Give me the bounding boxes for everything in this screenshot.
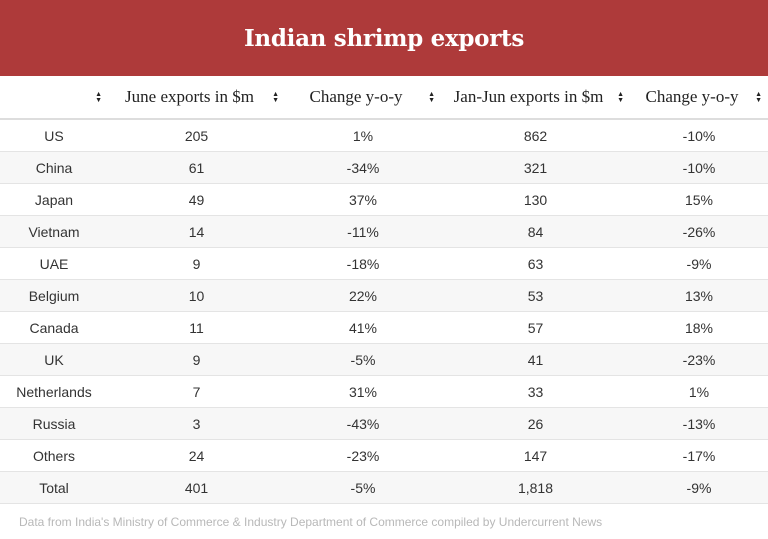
sort-arrows-icon[interactable]: ▲ ▼ [428, 90, 435, 104]
value-cell: 10 [108, 279, 285, 312]
header-row: ▲ ▼ June exports in $m ▲ ▼ Change y-o-y ▲ ▼ Jan-… [0, 76, 768, 120]
value-cell: 26 [441, 407, 630, 440]
column-header-label: June exports in $m [125, 87, 254, 106]
value-cell: -18% [285, 247, 441, 280]
value-cell: 22% [285, 279, 441, 312]
value-cell: -43% [285, 407, 441, 440]
value-cell: -9% [630, 247, 768, 280]
value-cell: -26% [630, 215, 768, 248]
country-cell: Canada [0, 311, 108, 344]
country-cell: Vietnam [0, 215, 108, 248]
value-cell: 49 [108, 183, 285, 216]
page-title: Indian shrimp exports [243, 24, 525, 52]
value-cell: -23% [630, 343, 768, 376]
value-cell: -5% [285, 343, 441, 376]
value-cell: 24 [108, 439, 285, 472]
value-cell: 57 [441, 311, 630, 344]
value-cell: 14 [108, 215, 285, 248]
column-header-label: Change y-o-y [645, 87, 739, 106]
table-row: Total 401 -5% 1,818 -9% [0, 471, 768, 504]
value-cell: 18% [630, 311, 768, 344]
value-cell: -5% [285, 471, 441, 504]
country-cell: Japan [0, 183, 108, 216]
table-row: Canada 11 41% 57 18% [0, 311, 768, 344]
value-cell: 13% [630, 279, 768, 312]
country-cell: Total [0, 471, 108, 504]
value-cell: 3 [108, 407, 285, 440]
value-cell: 84 [441, 215, 630, 248]
value-cell: 1% [285, 119, 441, 152]
table-row: China 61 -34% 321 -10% [0, 151, 768, 184]
value-cell: 37% [285, 183, 441, 216]
country-cell: UAE [0, 247, 108, 280]
country-cell: Belgium [0, 279, 108, 312]
column-header[interactable]: Change y-o-y ▲ ▼ [630, 76, 768, 120]
sort-arrows-icon[interactable]: ▲ ▼ [617, 90, 624, 104]
value-cell: -11% [285, 215, 441, 248]
value-cell: 9 [108, 247, 285, 280]
value-cell: 63 [441, 247, 630, 280]
sort-arrows-icon[interactable]: ▲ ▼ [95, 90, 102, 104]
country-cell: Others [0, 439, 108, 472]
table-row: UAE 9 -18% 63 -9% [0, 247, 768, 280]
value-cell: 61 [108, 151, 285, 184]
source-note: Data from India's Ministry of Commerce &… [19, 515, 603, 529]
value-cell: 321 [441, 151, 630, 184]
table-row: Belgium 10 22% 53 13% [0, 279, 768, 312]
table-row: Vietnam 14 -11% 84 -26% [0, 215, 768, 248]
table-row: US 205 1% 862 -10% [0, 119, 768, 152]
sort-arrows-icon[interactable]: ▲ ▼ [272, 90, 279, 104]
table-row: Netherlands 7 31% 33 1% [0, 375, 768, 408]
table-body: US 205 1% 862 -10% China 61 -34% 321 -10% Japan 49 3… [0, 119, 768, 504]
column-header[interactable]: ▲ ▼ [0, 76, 108, 120]
value-cell: -34% [285, 151, 441, 184]
title-bar: Indian shrimp exports [0, 0, 768, 76]
value-cell: -17% [630, 439, 768, 472]
value-cell: 1,818 [441, 471, 630, 504]
table-row: Others 24 -23% 147 -17% [0, 439, 768, 472]
value-cell: 130 [441, 183, 630, 216]
country-cell: Russia [0, 407, 108, 440]
column-header-label: Jan-Jun exports in $m [453, 87, 604, 106]
value-cell: -10% [630, 151, 768, 184]
value-cell: -23% [285, 439, 441, 472]
value-cell: 9 [108, 343, 285, 376]
value-cell: 401 [108, 471, 285, 504]
table-row: Russia 3 -43% 26 -13% [0, 407, 768, 440]
column-header[interactable]: Change y-o-y ▲ ▼ [285, 76, 441, 120]
value-cell: 11 [108, 311, 285, 344]
value-cell: 53 [441, 279, 630, 312]
country-cell: China [0, 151, 108, 184]
value-cell: 41 [441, 343, 630, 376]
column-header[interactable]: June exports in $m ▲ ▼ [108, 76, 285, 120]
value-cell: 15% [630, 183, 768, 216]
value-cell: -9% [630, 471, 768, 504]
table-row: Japan 49 37% 130 15% [0, 183, 768, 216]
country-cell: UK [0, 343, 108, 376]
column-header-label: Change y-o-y [309, 87, 403, 106]
value-cell: -13% [630, 407, 768, 440]
sort-arrows-icon[interactable]: ▲ ▼ [755, 90, 762, 104]
country-cell: US [0, 119, 108, 152]
table-row: UK 9 -5% 41 -23% [0, 343, 768, 376]
value-cell: 1% [630, 375, 768, 408]
value-cell: 7 [108, 375, 285, 408]
value-cell: 31% [285, 375, 441, 408]
value-cell: 862 [441, 119, 630, 152]
country-cell: Netherlands [0, 375, 108, 408]
value-cell: 147 [441, 439, 630, 472]
value-cell: 41% [285, 311, 441, 344]
exports-table: ▲ ▼ June exports in $m ▲ ▼ Change y-o-y ▲ ▼ Jan-… [0, 76, 768, 504]
value-cell: 33 [441, 375, 630, 408]
column-header[interactable]: Jan-Jun exports in $m ▲ ▼ [441, 76, 630, 120]
value-cell: -10% [630, 119, 768, 152]
value-cell: 205 [108, 119, 285, 152]
